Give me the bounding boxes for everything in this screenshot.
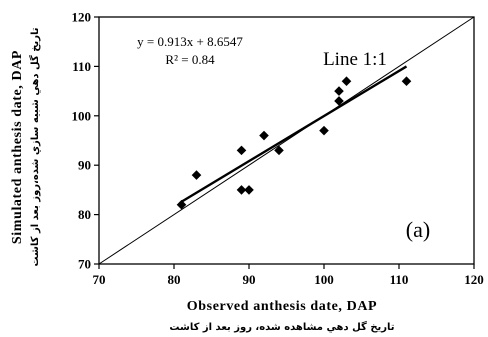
x-axis-label-persian: تاريخ گل دهي مشاهده شده، روز بعد از كاشت: [169, 320, 394, 333]
x-tick-label-2: 80: [168, 272, 181, 287]
y-tick-label-3: 90: [78, 158, 91, 173]
data-point-10: [334, 86, 344, 96]
x-tick-label-4: 100: [314, 272, 334, 287]
x-tick-label-5: 110: [390, 272, 409, 287]
plot-area: 70 80 90 100 110 120 70 80 90 100 110 120: [72, 10, 484, 288]
one-to-one-line: [98, 16, 475, 265]
y-tick-label-2: 80: [78, 207, 91, 222]
x-axis-label: Observed anthesis date, DAP: [187, 299, 377, 314]
regression-equation: y = 0.913x + 8.6547: [137, 34, 243, 49]
plot-frame: [98, 16, 475, 265]
y-axis-label-persian: تاريخ گل دهي شبيه سازي شده،روز بعد از كا…: [28, 27, 41, 266]
x-tick-label-6: 120: [464, 272, 484, 287]
data-point-2: [191, 170, 202, 180]
axis-ticks: 70 80 90 100 110 120 70 80 90 100 110 120: [72, 10, 484, 288]
data-point-12: [401, 76, 412, 87]
regression-line: [180, 65, 408, 203]
data-point-3: [236, 145, 247, 156]
y-tick-label-1: 70: [78, 257, 91, 272]
x-tick-label-3: 90: [243, 272, 256, 287]
data-point-1: [176, 199, 187, 210]
data-point-8: [319, 125, 329, 136]
y-tick-label-4: 100: [72, 108, 92, 123]
data-point-9: [334, 96, 344, 106]
data-point-11: [341, 76, 352, 87]
x-tick-label-1: 70: [93, 272, 106, 287]
panel-label: (a): [406, 217, 430, 242]
data-point-5: [244, 185, 254, 195]
r-squared-label: R² = 0.84: [165, 52, 215, 67]
data-point-7: [274, 145, 284, 156]
y-axis-label: Simulated anthesis date, DAP: [10, 50, 25, 244]
line-1-1-label: Line 1:1: [323, 49, 387, 70]
data-points: [176, 76, 412, 210]
y-tick-label-6: 120: [72, 10, 92, 25]
data-point-6: [259, 130, 269, 141]
y-tick-label-5: 110: [72, 59, 91, 74]
data-point-4: [236, 185, 247, 195]
